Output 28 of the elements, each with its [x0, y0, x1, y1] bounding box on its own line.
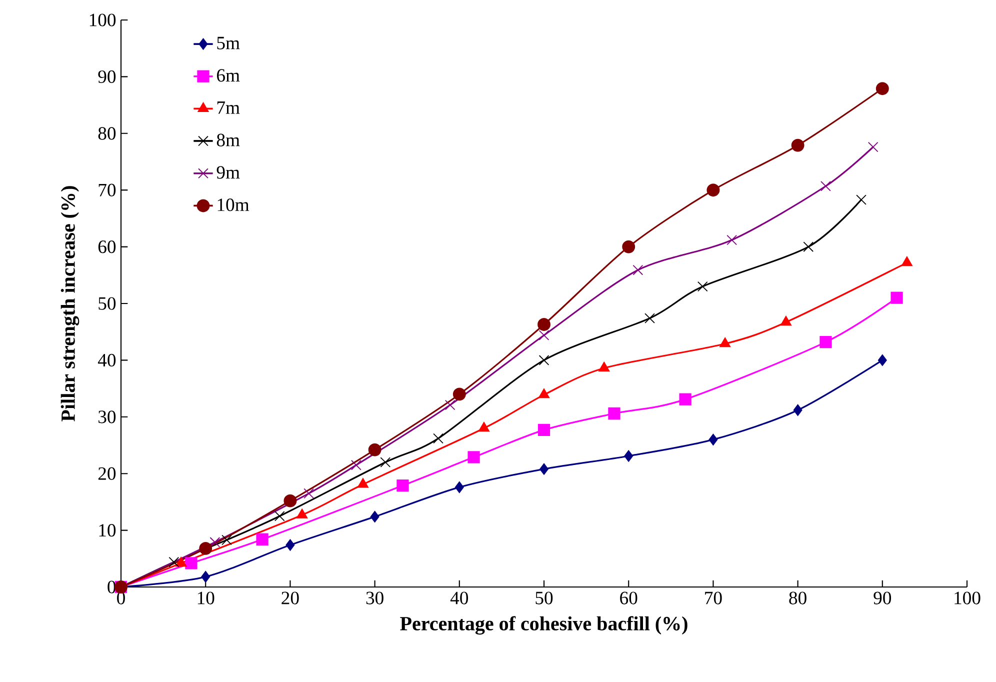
y-tick-label: 80 — [98, 127, 116, 140]
x-tick-label: 80 — [789, 592, 806, 604]
y-tick-label: 90 — [98, 70, 116, 83]
legend-label: 10m — [218, 198, 250, 212]
x-tick-label: 20 — [282, 592, 299, 604]
y-tick-label: 70 — [98, 184, 116, 196]
y-tick-label: 40 — [98, 354, 116, 367]
y-tick-label: 30 — [98, 410, 116, 424]
legend-label: 8m — [216, 134, 240, 146]
y-tick-label: 20 — [98, 467, 116, 480]
x-tick-label: 70 — [705, 592, 722, 604]
legend-label: 6m — [216, 69, 240, 82]
x-tick-label: 10 — [198, 592, 214, 604]
x-tick-label: 50 — [536, 592, 553, 604]
legend-label: 7m — [217, 102, 240, 114]
x-tick-label: 90 — [874, 592, 892, 604]
x-tick-label: 100 — [954, 592, 980, 604]
y-axis-title: Pillar strength increase (%) — [60, 186, 80, 422]
y-tick-label: 10 — [99, 524, 116, 537]
x-tick-label: 60 — [620, 592, 638, 604]
y-tick-label: 60 — [98, 240, 116, 254]
legend-label: 9m — [216, 166, 240, 179]
y-tick-label: 50 — [98, 297, 116, 310]
legend-label: 5m — [217, 36, 240, 50]
x-tick-label: 30 — [366, 592, 384, 604]
y-tick-label: 100 — [90, 14, 116, 26]
x-tick-label: 40 — [450, 592, 468, 604]
x-axis-title: Percentage of cohesive bacfill (%) — [400, 616, 688, 635]
